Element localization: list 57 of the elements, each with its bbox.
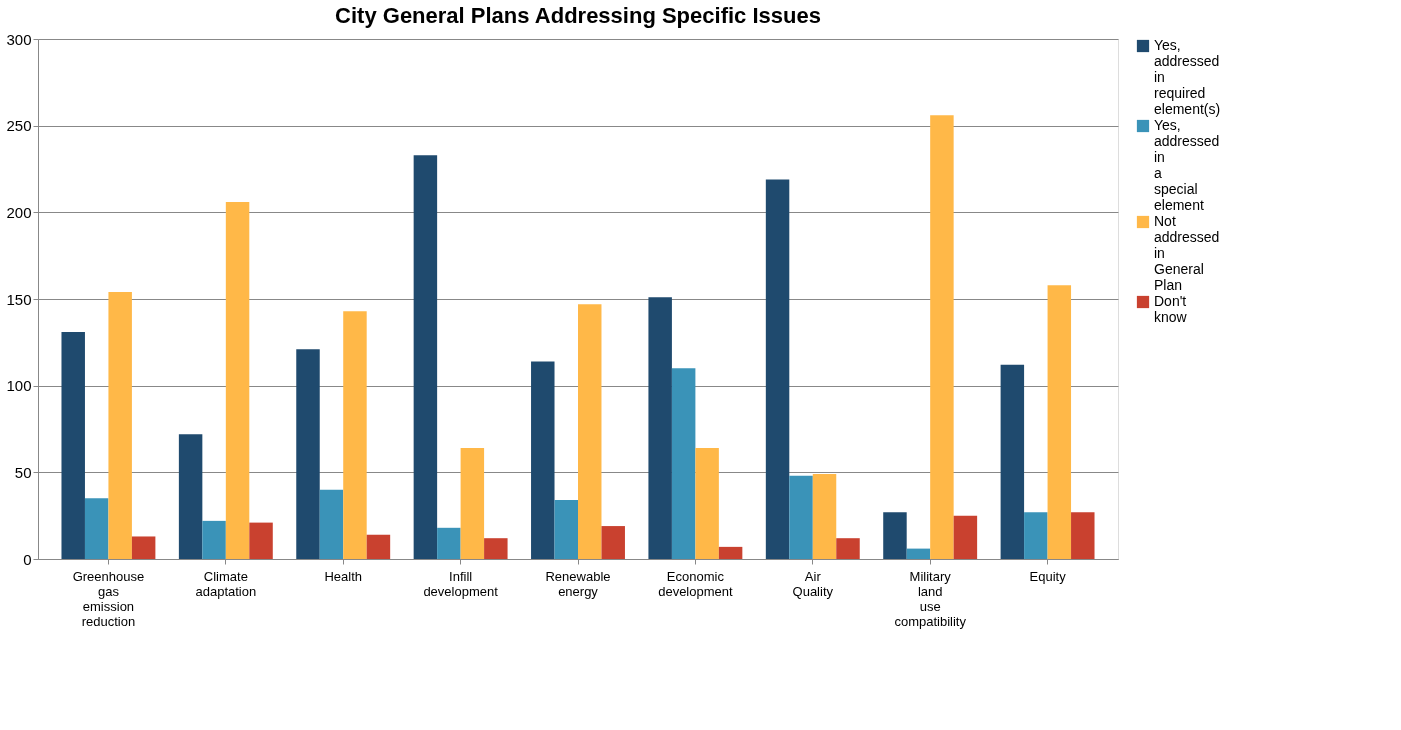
bar [343,311,367,559]
x-tick-label: Renewable energy [545,568,611,599]
x-tick-label: Economic development [658,568,733,599]
bar [1071,512,1095,559]
y-tick-label: 50 [14,463,32,481]
legend-label: Not addressed in General Plan [1154,213,1220,293]
bar [131,536,156,559]
x-tick-label: Air Quality [792,568,834,599]
x-tick-label: Climate adaptation [195,568,257,599]
bar [953,515,978,559]
bar [765,179,790,559]
legend-label: Don't know [1154,293,1188,325]
bar [1047,285,1072,559]
y-tick-label: 200 [6,203,32,221]
y-tick-label: 150 [6,290,32,308]
y-tick-label: 300 [6,30,32,48]
bar [648,297,672,559]
x-tick-label: Military land use compatibility [894,568,967,629]
bar [84,498,109,559]
bar [812,474,837,559]
legend-label: Yes, addressed in required element(s) [1154,37,1221,117]
bar [1000,364,1025,559]
chart-title: City General Plans Addressing Specific Issues [335,3,821,28]
bar [554,500,578,559]
bar [906,548,931,559]
bar [601,526,625,559]
bar [249,522,273,559]
bar [789,475,813,559]
bar [718,546,743,559]
x-tick-label: Greenhouse gas emission reduction [72,568,145,629]
bar [225,201,250,559]
y-tick-label: 250 [6,117,32,135]
bar [836,538,860,559]
bar [61,331,85,559]
x-tick-label: Equity [1029,568,1067,584]
bar [413,155,438,559]
bar [930,115,954,559]
bar [671,368,696,559]
bar [883,512,907,559]
bar [366,534,391,559]
y-tick-label: 100 [6,377,32,395]
bar [1024,512,1048,559]
legend-label: Yes, addressed in a special element [1154,117,1220,213]
bar [202,520,226,559]
bar [108,292,132,559]
bar [484,538,508,559]
bar [437,527,461,559]
bar [531,361,555,559]
x-tick-label: Infill development [423,568,499,599]
y-tick-label: 0 [23,550,32,568]
bar [319,489,344,559]
bar [178,434,203,559]
bar [695,448,719,559]
bar [296,349,320,559]
bar [460,448,485,559]
x-tick-label: Health [324,568,363,584]
bar [578,304,602,559]
